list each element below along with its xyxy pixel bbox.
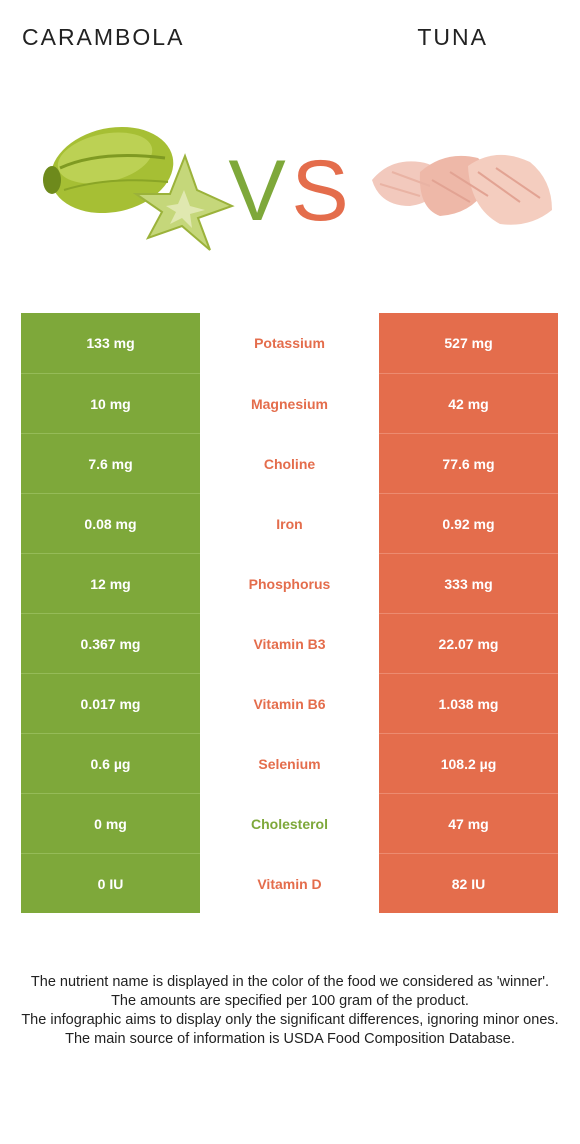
nutrient-name: Iron	[200, 493, 379, 553]
table-row: 12 mg Phosphorus 333 mg	[21, 553, 558, 613]
carambola-value: 10 mg	[21, 373, 200, 433]
nutrient-name: Vitamin B6	[200, 673, 379, 733]
tuna-value: 42 mg	[379, 373, 558, 433]
tuna-value: 22.07 mg	[379, 613, 558, 673]
vs-s-letter: S	[291, 143, 348, 239]
tuna-value: 333 mg	[379, 553, 558, 613]
table-row: 0.6 µg Selenium 108.2 µg	[21, 733, 558, 793]
footnote-line-2: The amounts are specified per 100 gram o…	[111, 993, 469, 1009]
tuna-value: 47 mg	[379, 793, 558, 853]
footnote: The nutrient name is displayed in the co…	[18, 973, 562, 1049]
carambola-value: 0.6 µg	[21, 733, 200, 793]
table-row: 0.08 mg Iron 0.92 mg	[21, 493, 558, 553]
table-row: 0 mg Cholesterol 47 mg	[21, 793, 558, 853]
carambola-value: 0.017 mg	[21, 673, 200, 733]
table-row: 10 mg Magnesium 42 mg	[21, 373, 558, 433]
carambola-value: 0 mg	[21, 793, 200, 853]
carambola-value: 7.6 mg	[21, 433, 200, 493]
table-row: 133 mg Potassium 527 mg	[21, 313, 558, 373]
tuna-value: 1.038 mg	[379, 673, 558, 733]
nutrient-name: Vitamin B3	[200, 613, 379, 673]
nutrient-name: Choline	[200, 433, 379, 493]
carambola-value: 12 mg	[21, 553, 200, 613]
nutrient-name: Magnesium	[200, 373, 379, 433]
table-row: 0.367 mg Vitamin B3 22.07 mg	[21, 613, 558, 673]
tuna-value: 527 mg	[379, 313, 558, 373]
nutrient-name: Cholesterol	[200, 793, 379, 853]
nutrient-name: Phosphorus	[200, 553, 379, 613]
table-row: 0.017 mg Vitamin B6 1.038 mg	[21, 673, 558, 733]
carambola-image	[43, 126, 235, 251]
hero-images: V S	[0, 110, 580, 260]
vs-v-letter: V	[228, 143, 285, 239]
tuna-value: 77.6 mg	[379, 433, 558, 493]
tuna-image	[372, 154, 552, 225]
tuna-value: 82 IU	[379, 853, 558, 913]
table-row: 7.6 mg Choline 77.6 mg	[21, 433, 558, 493]
footnote-line-3: The infographic aims to display only the…	[21, 1012, 559, 1028]
table-row: 0 IU Vitamin D 82 IU	[21, 853, 558, 913]
tuna-value: 108.2 µg	[379, 733, 558, 793]
left-food-title: CARAMBOLA	[22, 24, 185, 50]
comparison-table: 133 mg Potassium 527 mg 10 mg Magnesium 42 mg…	[21, 313, 558, 913]
footnote-line-1: The nutrient name is displayed in the co…	[30, 974, 550, 990]
tuna-value: 0.92 mg	[379, 493, 558, 553]
carambola-value: 133 mg	[21, 313, 200, 373]
nutrient-name: Vitamin D	[200, 853, 379, 913]
carambola-value: 0.08 mg	[21, 493, 200, 553]
carambola-value: 0 IU	[21, 853, 200, 913]
nutrient-name: Potassium	[200, 313, 379, 373]
footnote-line-4: The main source of information is USDA F…	[65, 1031, 515, 1047]
carambola-value: 0.367 mg	[21, 613, 200, 673]
right-food-title: TUNA	[417, 24, 488, 50]
nutrient-name: Selenium	[200, 733, 379, 793]
